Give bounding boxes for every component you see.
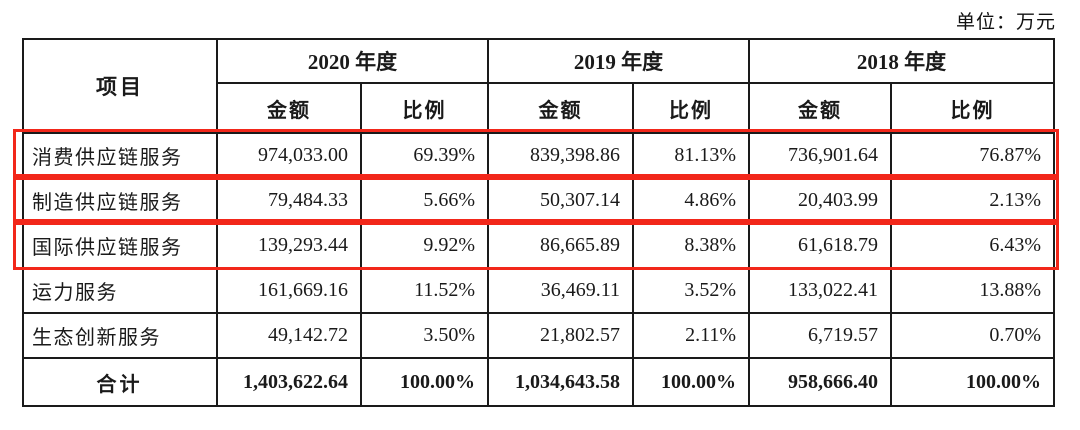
unit-label: 单位：万元 [955, 12, 1056, 33]
amount-value: 36,469.11 [487, 267, 634, 314]
amount-header-2020: 金额 [216, 82, 362, 134]
ratio-header-2018: 比例 [890, 82, 1055, 134]
ratio-value: 4.86% [632, 177, 750, 224]
amount-value: 958,666.40 [748, 357, 892, 407]
ratio-value: 13.88% [890, 267, 1055, 314]
amount-value: 79,484.33 [216, 177, 362, 224]
table-row: 运力服务 161,669.16 11.52% 36,469.11 3.52% 133,02… [22, 267, 1055, 314]
amount-value: 736,901.64 [748, 132, 892, 179]
row-item-label: 制造供应链服务 [22, 177, 218, 224]
amount-value: 139,293.44 [216, 222, 362, 269]
amount-value: 133,022.41 [748, 267, 892, 314]
year-2019-header: 2019 年度 [487, 38, 750, 84]
ratio-value: 100.00% [360, 357, 489, 407]
ratio-value: 3.50% [360, 312, 489, 359]
year-2020-header: 2020 年度 [216, 38, 489, 84]
header-row-years: 项目 2020 年度 2019 年度 2018 年度 [22, 38, 1055, 134]
ratio-value: 0.70% [890, 312, 1055, 359]
table-row: 国际供应链服务 139,293.44 9.92% 86,665.89 8.38% 61,6… [22, 222, 1055, 269]
header-row-sub: 金额 比例 金额 比例 金额 比例 [23, 82, 1055, 134]
ratio-value: 69.39% [360, 132, 489, 179]
total-label: 合计 [22, 357, 218, 407]
ratio-value: 5.66% [360, 177, 489, 224]
amount-value: 20,403.99 [748, 177, 892, 224]
revenue-breakdown-table: 项目 2020 年度 2019 年度 2018 年度 金额 比例 金额 比例 金… [22, 38, 1055, 407]
ratio-header-2020: 比例 [360, 82, 489, 134]
ratio-value: 6.43% [890, 222, 1055, 269]
item-column-header: 项目 [22, 38, 218, 134]
amount-header-2019: 金额 [487, 82, 634, 134]
row-item-label: 国际供应链服务 [22, 222, 218, 269]
ratio-header-2019: 比例 [632, 82, 750, 134]
amount-value: 1,403,622.64 [216, 357, 362, 407]
ratio-value: 76.87% [890, 132, 1055, 179]
amount-value: 21,802.57 [487, 312, 634, 359]
ratio-value: 8.38% [632, 222, 750, 269]
amount-value: 49,142.72 [216, 312, 362, 359]
ratio-value: 3.52% [632, 267, 750, 314]
amount-value: 50,307.14 [487, 177, 634, 224]
row-item-label: 运力服务 [22, 267, 218, 314]
amount-value: 161,669.16 [216, 267, 362, 314]
ratio-value: 81.13% [632, 132, 750, 179]
amount-value: 61,618.79 [748, 222, 892, 269]
ratio-value: 2.13% [890, 177, 1055, 224]
table-wrap: 项目 2020 年度 2019 年度 2018 年度 金额 比例 金额 比例 金… [13, 38, 1059, 407]
amount-value: 974,033.00 [216, 132, 362, 179]
ratio-value: 9.92% [360, 222, 489, 269]
row-item-label: 生态创新服务 [22, 312, 218, 359]
amount-value: 86,665.89 [487, 222, 634, 269]
ratio-value: 100.00% [632, 357, 750, 407]
amount-value: 1,034,643.58 [487, 357, 634, 407]
ratio-value: 11.52% [360, 267, 489, 314]
table-row: 消费供应链服务 974,033.00 69.39% 839,398.86 81.13% 7… [22, 132, 1055, 179]
ratio-value: 2.11% [632, 312, 750, 359]
year-2018-header: 2018 年度 [748, 38, 1055, 84]
table-row: 生态创新服务 49,142.72 3.50% 21,802.57 2.11% 6,719.… [22, 312, 1055, 359]
table-row: 制造供应链服务 79,484.33 5.66% 50,307.14 4.86% 20,40… [22, 177, 1055, 224]
row-item-label: 消费供应链服务 [22, 132, 218, 179]
ratio-value: 100.00% [890, 357, 1055, 407]
amount-value: 839,398.86 [487, 132, 634, 179]
total-row: 合计 1,403,622.64 100.00% 1,034,643.58 100.00%… [22, 357, 1055, 407]
amount-header-2018: 金额 [748, 82, 892, 134]
amount-value: 6,719.57 [748, 312, 892, 359]
